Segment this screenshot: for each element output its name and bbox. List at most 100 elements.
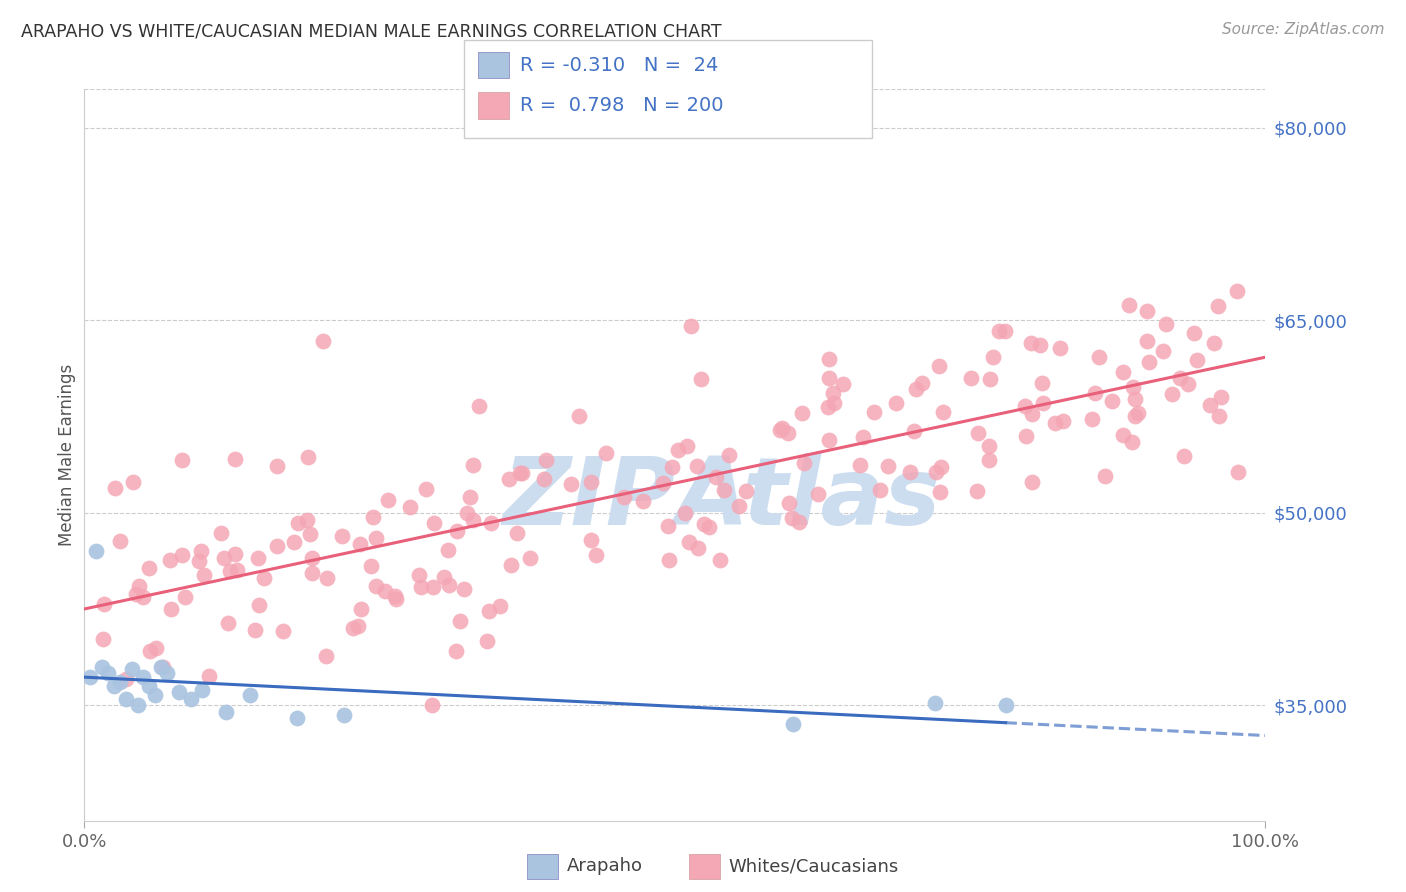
Point bbox=[121, 662, 143, 676]
Point bbox=[904, 382, 927, 396]
Point bbox=[977, 439, 1000, 453]
Point bbox=[283, 535, 305, 549]
Point bbox=[1137, 355, 1160, 369]
Point bbox=[994, 698, 1017, 713]
Point bbox=[692, 517, 714, 532]
Point bbox=[966, 483, 988, 498]
Point bbox=[769, 423, 792, 437]
Point bbox=[132, 590, 155, 604]
Text: R =  0.798   N = 200: R = 0.798 N = 200 bbox=[520, 95, 724, 115]
Point bbox=[1118, 298, 1140, 312]
Point bbox=[959, 371, 981, 385]
Point bbox=[364, 531, 387, 545]
Point bbox=[676, 439, 699, 453]
Point bbox=[979, 372, 1001, 386]
Point bbox=[479, 516, 502, 530]
Point bbox=[415, 482, 437, 496]
Point bbox=[685, 458, 707, 473]
Point bbox=[770, 420, 793, 434]
Point bbox=[411, 580, 433, 594]
Point bbox=[167, 685, 190, 699]
Point bbox=[174, 590, 197, 604]
Point bbox=[150, 659, 173, 673]
Point bbox=[266, 458, 288, 473]
Point bbox=[1084, 386, 1107, 401]
Point bbox=[287, 516, 309, 531]
Point bbox=[1081, 411, 1104, 425]
Point bbox=[1208, 299, 1230, 313]
Point bbox=[215, 705, 238, 719]
Y-axis label: Median Male Earnings: Median Male Earnings bbox=[58, 364, 76, 546]
Point bbox=[709, 553, 731, 567]
Point bbox=[246, 551, 269, 566]
Point bbox=[468, 399, 491, 413]
Point bbox=[108, 533, 131, 548]
Point bbox=[849, 458, 872, 473]
Point bbox=[533, 472, 555, 486]
Point bbox=[1184, 326, 1206, 340]
Point bbox=[613, 491, 636, 505]
Point bbox=[198, 668, 221, 682]
Point bbox=[1121, 434, 1143, 449]
Point bbox=[437, 578, 460, 592]
Point bbox=[877, 459, 900, 474]
Point bbox=[446, 524, 468, 538]
Point bbox=[519, 550, 541, 565]
Point bbox=[778, 496, 800, 510]
Point bbox=[673, 506, 696, 520]
Point bbox=[103, 679, 125, 693]
Text: Arapaho: Arapaho bbox=[567, 857, 643, 875]
Point bbox=[1087, 350, 1109, 364]
Point bbox=[347, 619, 370, 633]
Text: Whites/Caucasians: Whites/Caucasians bbox=[728, 857, 898, 875]
Point bbox=[384, 589, 406, 603]
Point bbox=[1202, 335, 1225, 350]
Point bbox=[125, 587, 148, 601]
Point bbox=[297, 450, 319, 464]
Point bbox=[159, 553, 181, 567]
Point bbox=[266, 539, 288, 553]
Point bbox=[1209, 390, 1232, 404]
Point bbox=[160, 602, 183, 616]
Point bbox=[1136, 304, 1159, 318]
Point bbox=[190, 543, 212, 558]
Point bbox=[461, 458, 484, 473]
Point bbox=[453, 582, 475, 597]
Point bbox=[437, 543, 460, 558]
Point bbox=[1049, 341, 1071, 355]
Point bbox=[1052, 414, 1074, 428]
Point bbox=[821, 386, 844, 401]
Point bbox=[818, 352, 841, 367]
Point bbox=[898, 465, 921, 479]
Point bbox=[138, 561, 160, 575]
Point bbox=[349, 537, 371, 551]
Point bbox=[903, 424, 925, 438]
Point bbox=[595, 445, 617, 459]
Point bbox=[1031, 376, 1053, 391]
Text: ZIP: ZIP bbox=[502, 453, 675, 545]
Point bbox=[929, 484, 952, 499]
Point bbox=[91, 632, 114, 646]
Point bbox=[475, 633, 498, 648]
Point bbox=[782, 717, 804, 731]
Point bbox=[301, 566, 323, 581]
Point bbox=[360, 558, 382, 573]
Point bbox=[987, 325, 1010, 339]
Point bbox=[299, 527, 322, 541]
Point bbox=[449, 615, 471, 629]
Point bbox=[713, 483, 735, 497]
Point bbox=[688, 541, 710, 555]
Point bbox=[224, 547, 246, 561]
Text: ARAPAHO VS WHITE/CAUCASIAN MEDIAN MALE EARNINGS CORRELATION CHART: ARAPAHO VS WHITE/CAUCASIAN MEDIAN MALE E… bbox=[21, 22, 721, 40]
Point bbox=[832, 376, 855, 391]
Point bbox=[377, 493, 399, 508]
Point bbox=[1094, 469, 1116, 483]
Point bbox=[780, 511, 803, 525]
Point bbox=[420, 698, 443, 713]
Point bbox=[128, 579, 150, 593]
Point bbox=[1112, 365, 1135, 379]
Point bbox=[651, 475, 673, 490]
Point bbox=[489, 599, 512, 614]
Point bbox=[509, 466, 531, 480]
Point bbox=[1161, 386, 1184, 401]
